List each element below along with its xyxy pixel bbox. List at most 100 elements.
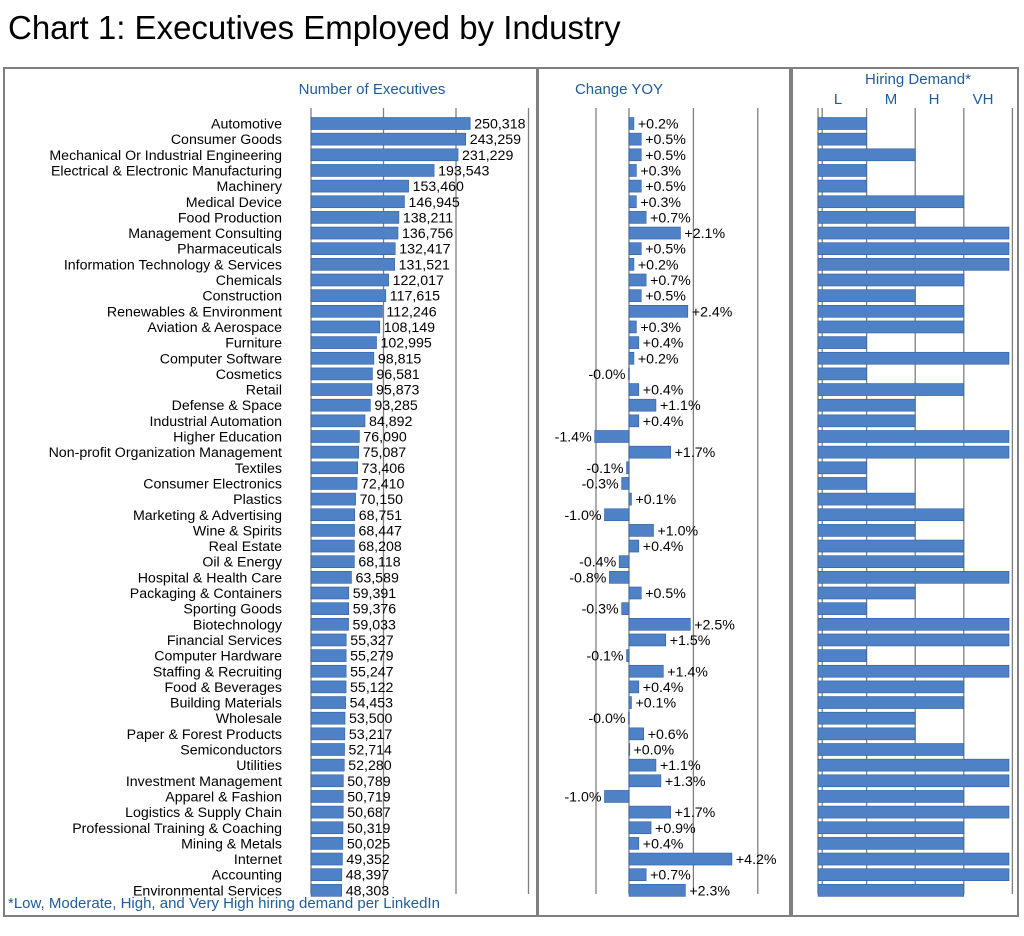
executives-bar	[310, 289, 387, 302]
change-yoy-bar	[628, 586, 642, 600]
executives-value-label: 75,087	[363, 445, 407, 461]
change-yoy-value-label: +1.5%	[670, 633, 711, 649]
executives-value-label: 55,327	[350, 633, 394, 649]
change-yoy-value-label: +0.7%	[650, 868, 691, 884]
change-yoy-bar	[628, 868, 647, 882]
change-yoy-bar	[628, 617, 691, 631]
change-yoy-value-label: +0.9%	[655, 821, 696, 837]
chart-title: Chart 1: Executives Employed by Industry	[8, 9, 621, 46]
executives-value-label: 55,279	[350, 649, 394, 665]
executives-bar	[310, 711, 346, 725]
industry-label: Textiles	[235, 461, 282, 477]
change-yoy-value-label: +2.3%	[689, 883, 730, 899]
industry-label: Management Consulting	[128, 226, 282, 242]
footnote: *Low, Moderate, High, and Very High hiri…	[8, 895, 440, 912]
change-yoy-bar	[628, 821, 652, 835]
change-yoy-value-label: +0.5%	[645, 179, 686, 195]
hiring-demand-bar	[817, 117, 867, 130]
change-yoy-bar	[628, 289, 642, 302]
change-yoy-value-label: -0.3%	[582, 602, 619, 618]
change-yoy-bar	[628, 351, 635, 365]
executives-value-label: 243,259	[470, 132, 521, 148]
hiring-demand-bar	[817, 539, 965, 553]
executives-bar	[310, 852, 343, 866]
executives-value-label: 48,303	[346, 883, 390, 899]
panel-divider-2	[789, 67, 793, 917]
hiring-demand-bar	[817, 351, 1010, 365]
industry-label: Construction	[202, 289, 282, 305]
hiring-demand-bar	[817, 837, 965, 850]
hiring-level-label: VH	[973, 91, 994, 108]
executives-bar	[310, 164, 435, 177]
hiring-demand-bar	[817, 492, 916, 506]
executives-value-label: 138,211	[403, 210, 453, 226]
change-yoy-bar	[628, 164, 637, 177]
executives-bar	[310, 805, 344, 819]
industry-label: Computer Hardware	[154, 649, 282, 665]
hiring-level-label: H	[929, 91, 940, 108]
executives-value-label: 68,118	[358, 555, 400, 571]
executives-value-label: 122,017	[393, 273, 444, 289]
change-yoy-value-label: -1.0%	[564, 789, 601, 805]
change-yoy-value-label: +0.7%	[650, 273, 691, 289]
change-yoy-value-label: +0.3%	[640, 195, 681, 211]
industry-label: Food Production	[178, 210, 282, 226]
executives-value-label: 98,815	[378, 351, 422, 367]
hiring-demand-bar	[817, 617, 1010, 631]
change-yoy-value-label: +0.5%	[645, 289, 686, 305]
hiring-demand-bar	[817, 164, 867, 177]
executives-bar	[310, 868, 343, 882]
change-yoy-value-label: +0.5%	[645, 148, 686, 164]
industry-label: Information Technology & Services	[64, 257, 282, 273]
executives-bar	[310, 445, 360, 459]
hiring-demand-bar	[817, 304, 965, 318]
change-yoy-value-label: +1.7%	[675, 445, 716, 461]
executives-value-label: 153,460	[413, 179, 464, 195]
panel-title-executives: Number of Executives	[299, 81, 446, 98]
executives-value-label: 231,229	[462, 148, 513, 164]
executives-value-label: 136,756	[402, 226, 453, 242]
industry-label: Cosmetics	[216, 367, 282, 383]
industry-label: Pharmaceuticals	[177, 242, 282, 258]
hiring-demand-bar	[817, 852, 1010, 866]
change-yoy-bar	[628, 398, 657, 412]
change-yoy-value-label: -0.1%	[586, 649, 623, 665]
change-yoy-value-label: -0.3%	[582, 476, 619, 492]
hiring-demand-bar	[817, 289, 916, 302]
executives-bar	[310, 211, 400, 224]
change-yoy-value-label: +0.3%	[640, 320, 681, 336]
hiring-demand-bar	[817, 524, 916, 537]
executives-value-label: 48,397	[346, 868, 390, 884]
hiring-demand-bar	[817, 258, 1010, 271]
change-yoy-bar	[628, 492, 632, 506]
change-yoy-bar	[628, 414, 640, 428]
executives-bar	[310, 649, 347, 662]
executives-value-label: 70,150	[360, 492, 404, 508]
hiring-demand-bar	[817, 414, 916, 428]
industry-label: Furniture	[225, 336, 282, 352]
hiring-demand-bar	[817, 242, 1010, 255]
panel-divider-1	[536, 67, 539, 917]
executives-value-label: 250,318	[474, 117, 525, 133]
change-yoy-bar	[628, 837, 640, 850]
hiring-demand-bar	[817, 868, 1010, 882]
change-yoy-value-label: +0.2%	[638, 117, 679, 133]
change-yoy-value-label: +0.4%	[643, 383, 684, 399]
change-yoy-value-label: -0.8%	[569, 570, 606, 586]
executives-value-label: 96,581	[376, 367, 420, 383]
hiring-demand-bar	[817, 633, 1010, 647]
change-yoy-bar	[628, 774, 662, 788]
change-yoy-value-label: +0.4%	[643, 336, 684, 352]
change-yoy-value-label: +2.5%	[694, 617, 735, 633]
change-yoy-value-label: -0.1%	[586, 461, 623, 477]
change-yoy-bar	[628, 727, 644, 741]
industry-label: Building Materials	[170, 696, 282, 712]
executives-value-label: 117,615	[390, 289, 440, 305]
industry-label: Staffing & Recruiting	[153, 664, 282, 680]
industry-label: Investment Management	[126, 774, 282, 790]
executives-value-label: 54,453	[350, 696, 394, 712]
executives-value-label: 63,589	[355, 570, 399, 586]
change-yoy-bar	[628, 711, 630, 725]
change-yoy-bar	[628, 179, 642, 193]
